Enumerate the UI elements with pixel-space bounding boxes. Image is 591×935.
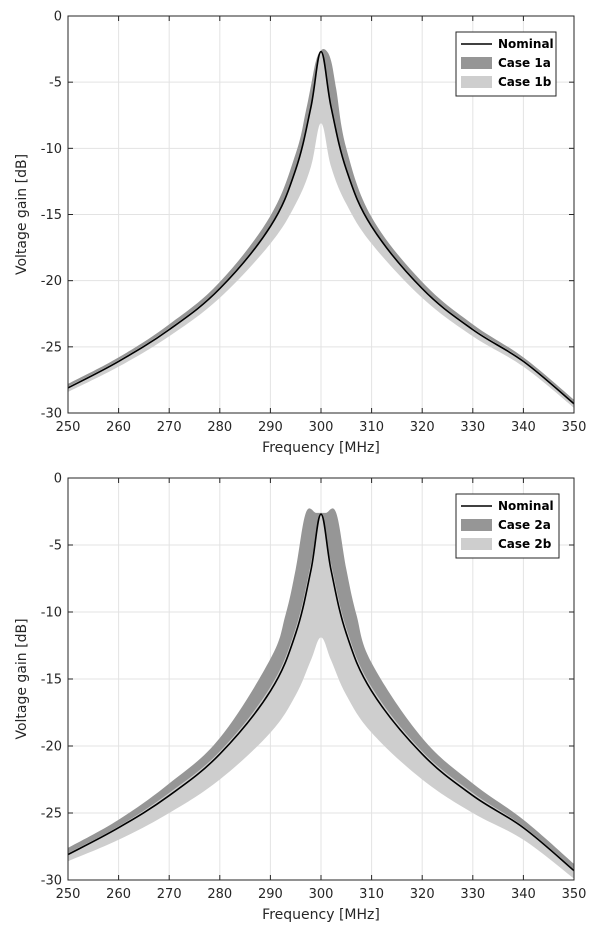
chart-panel-2: 250 260 270 280 290 300 310 320 330 340 350 0 -5 -10 -…	[14, 472, 586, 924]
x-tick-label-4: 290	[258, 420, 283, 435]
x-tick-label-4: 290	[258, 887, 283, 902]
x-axis-label: Frequency [MHz]	[262, 907, 380, 923]
legend-key-case-1a	[461, 57, 492, 69]
legend-label-case-2b: Case 2b	[498, 537, 552, 551]
y-tick-label-4: -20	[41, 274, 62, 289]
plot-series	[68, 508, 574, 879]
plot-series	[68, 48, 574, 408]
x-axis-label: Frequency [MHz]	[262, 440, 380, 456]
y-tick-label-5: -25	[41, 807, 62, 822]
y-tick-label-1: -5	[49, 539, 62, 554]
legend-label-nominal: Nominal	[498, 499, 554, 513]
chart-panel-1: 250 260 270 280 290 300 310 320 330 340 350 0 -5 -10 -…	[14, 10, 586, 457]
x-tick-label-2: 270	[157, 887, 182, 902]
legend-key-case-2a	[461, 519, 492, 531]
x-tick-label-3: 280	[207, 887, 232, 902]
legend: Nominal Case 2a Case 2b	[455, 493, 560, 559]
legend-label-case-1b: Case 1b	[498, 75, 552, 89]
x-tick-label-8: 330	[460, 420, 485, 435]
line-nominal	[68, 513, 574, 872]
x-tick-label-6: 310	[359, 887, 384, 902]
x-tick-label-10: 350	[562, 420, 587, 435]
band-case-2b	[68, 514, 574, 879]
legend-key-case-2b	[461, 538, 492, 550]
x-tick-label-9: 340	[511, 887, 536, 902]
x-tick-label-0: 250	[56, 887, 81, 902]
band-case-1b	[68, 51, 574, 408]
y-tick-label-4: -20	[41, 740, 62, 755]
y-tick-label-1: -5	[49, 76, 62, 91]
x-tick-label-0: 250	[56, 420, 81, 435]
y-tick-label-2: -10	[41, 606, 62, 621]
x-tick-label-5: 300	[309, 887, 334, 902]
y-tick-label-3: -15	[41, 673, 62, 688]
legend-label-case-1a: Case 1a	[498, 56, 551, 70]
y-tick-label-6: -30	[41, 407, 62, 422]
y-axis-label: Voltage gain [dB]	[14, 618, 30, 739]
y-tick-label-3: -15	[41, 208, 62, 223]
y-axis-label: Voltage gain [dB]	[14, 154, 30, 275]
legend: Nominal Case 1a Case 1b	[455, 31, 557, 97]
line-nominal	[68, 50, 574, 405]
y-tick-label-0: 0	[54, 10, 62, 25]
x-tick-label-1: 260	[106, 420, 131, 435]
x-tick-label-5: 300	[309, 420, 334, 435]
y-tick-label-5: -25	[41, 340, 62, 355]
x-tick-label-3: 280	[207, 420, 232, 435]
legend-key-case-1b	[461, 76, 492, 88]
x-tick-label-8: 330	[460, 887, 485, 902]
x-tick-label-7: 320	[410, 420, 435, 435]
legend-label-nominal: Nominal	[498, 37, 554, 51]
x-tick-label-9: 340	[511, 420, 536, 435]
legend-label-case-2a: Case 2a	[498, 518, 551, 532]
x-tick-label-10: 350	[562, 887, 587, 902]
y-tick-label-6: -30	[41, 874, 62, 889]
y-tick-label-2: -10	[41, 142, 62, 157]
x-tick-label-7: 320	[410, 887, 435, 902]
y-tick-label-0: 0	[54, 472, 62, 487]
x-tick-label-6: 310	[359, 420, 384, 435]
x-tick-label-1: 260	[106, 887, 131, 902]
x-tick-label-2: 270	[157, 420, 182, 435]
